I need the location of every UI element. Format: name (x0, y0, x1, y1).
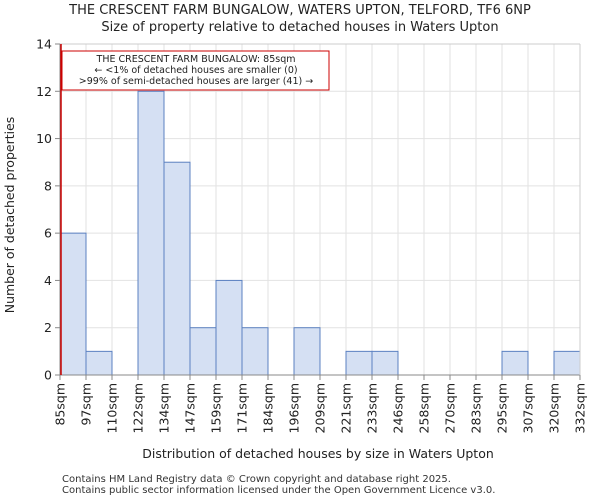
histogram-bar (345, 350, 373, 376)
x-tick-label: 246sqm (391, 383, 406, 433)
histogram-bar (241, 327, 269, 376)
y-tick-label: 8 (44, 178, 52, 193)
y-tick-label: 10 (36, 131, 52, 146)
chart-subtitle: Size of property relative to detached ho… (101, 20, 498, 35)
x-tick-label: 171sqm (235, 383, 250, 433)
histogram-bar (293, 327, 321, 376)
footer-line-1: Contains HM Land Registry data © Crown c… (62, 474, 451, 485)
histogram-bar (215, 279, 243, 376)
x-tick-label: 283sqm (469, 383, 484, 433)
y-tick-label: 14 (36, 37, 52, 52)
x-tick-label: 332sqm (573, 383, 588, 433)
x-tick-label: 320sqm (547, 383, 562, 433)
annotation-line-3: >99% of semi-detached houses are larger … (79, 76, 313, 87)
x-tick-label: 110sqm (105, 383, 120, 433)
footer-line-2: Contains public sector information licen… (62, 485, 496, 496)
x-tick-label: 147sqm (183, 383, 198, 433)
x-tick-label: 196sqm (287, 383, 302, 433)
x-tick-label: 134sqm (157, 383, 172, 433)
y-tick-label: 12 (36, 84, 52, 99)
annotation-line-1: THE CRESCENT FARM BUNGALOW: 85sqm (96, 54, 296, 65)
x-tick-label: 122sqm (131, 383, 146, 433)
x-tick-label: 85sqm (53, 383, 68, 426)
x-tick-label: 159sqm (209, 383, 224, 433)
histogram-bar (189, 327, 217, 376)
histogram-bar (59, 232, 87, 376)
x-tick-label: 233sqm (365, 383, 380, 433)
x-tick-label: 258sqm (417, 383, 432, 433)
x-tick-label: 209sqm (313, 383, 328, 433)
y-axis-label: Number of detached properties (2, 117, 17, 314)
histogram-bar (163, 161, 191, 376)
x-axis-label: Distribution of detached houses by size … (142, 446, 494, 461)
x-tick-label: 307sqm (521, 383, 536, 433)
annotation-frame (61, 50, 330, 91)
histogram-bar (137, 90, 165, 376)
bars (59, 90, 581, 376)
x-tick-label: 295sqm (495, 383, 510, 433)
annotation-box: THE CRESCENT FARM BUNGALOW: 85sqm ← <1% … (61, 50, 330, 91)
y-ticks: 0 2 4 6 8 10 12 14 (36, 37, 60, 383)
annotation-line-2: ← <1% of detached houses are smaller (0) (94, 65, 297, 76)
x-tick-label: 270sqm (443, 383, 458, 433)
y-tick-label: 6 (44, 226, 52, 241)
histogram-bar (553, 350, 581, 376)
y-tick-label: 0 (44, 368, 52, 383)
y-tick-label: 4 (44, 273, 52, 288)
y-tick-label: 2 (44, 320, 52, 335)
x-ticks: 85sqm 97sqm 110sqm 122sqm 134sqm 147sqm 159sqm… (53, 375, 588, 433)
x-tick-label: 184sqm (261, 383, 276, 433)
histogram-bar (85, 350, 113, 376)
x-tick-label: 97sqm (79, 383, 94, 426)
chart-title: THE CRESCENT FARM BUNGALOW, WATERS UPTON… (68, 3, 531, 18)
histogram-bar (371, 350, 399, 376)
histogram-bar (501, 350, 529, 376)
x-tick-label: 221sqm (339, 383, 354, 433)
